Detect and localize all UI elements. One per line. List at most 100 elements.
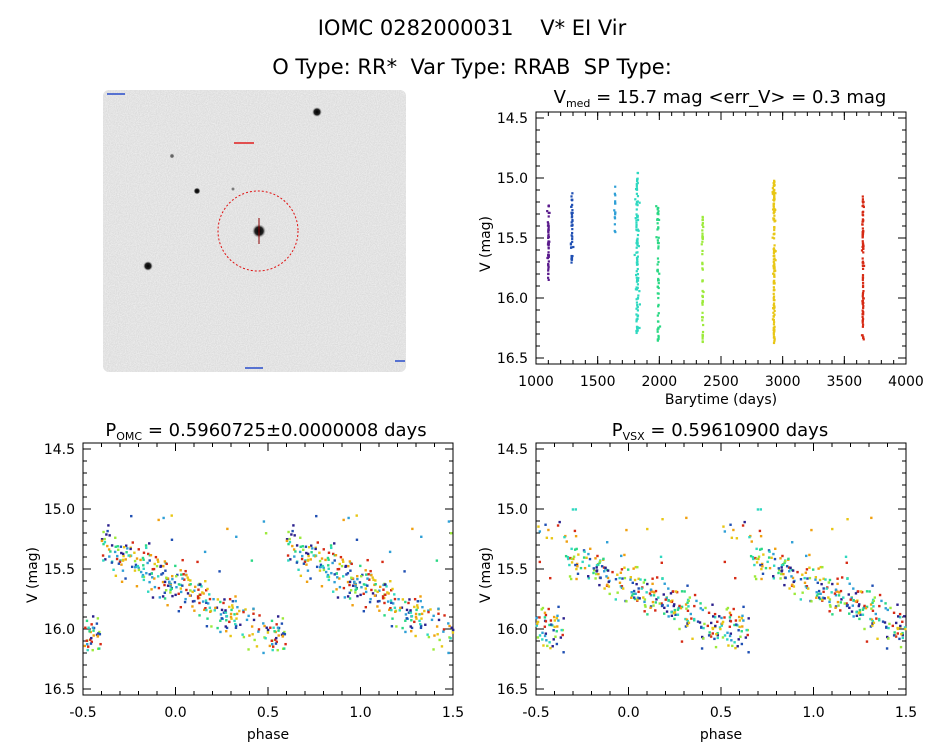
data-point <box>635 325 639 328</box>
data-point <box>821 565 824 569</box>
data-point <box>208 597 212 601</box>
data-point <box>547 262 550 266</box>
data-point <box>614 211 617 214</box>
data-point <box>665 610 669 613</box>
data-point <box>571 237 574 241</box>
data-point <box>239 623 242 626</box>
data-point <box>636 215 639 218</box>
data-point <box>757 557 760 561</box>
data-point <box>413 620 416 624</box>
data-point <box>747 651 750 654</box>
data-point <box>828 578 832 582</box>
data-point <box>250 559 254 562</box>
data-point <box>829 605 832 608</box>
data-point <box>546 644 549 648</box>
data-point <box>562 617 565 620</box>
data-point <box>753 563 756 567</box>
data-point <box>102 559 105 562</box>
data-point <box>607 585 611 588</box>
data-point <box>118 560 122 563</box>
data-point <box>810 600 813 603</box>
data-point <box>592 571 595 575</box>
data-point <box>169 582 172 586</box>
data-point <box>903 626 907 629</box>
data-point <box>337 567 341 571</box>
data-point <box>828 604 832 607</box>
data-point <box>636 286 639 289</box>
data-point <box>657 279 660 282</box>
data-point <box>657 320 660 323</box>
data-point <box>553 625 556 629</box>
data-point <box>423 609 426 613</box>
data-point <box>768 550 771 553</box>
chart-subtitle: O Type: RR* Var Type: RRAB SP Type: <box>272 55 672 79</box>
data-point <box>613 216 616 219</box>
data-point <box>636 565 639 569</box>
data-point <box>623 576 627 580</box>
data-point <box>236 605 239 609</box>
data-point <box>770 556 773 560</box>
data-point <box>253 638 256 642</box>
data-point <box>721 636 725 639</box>
data-point <box>871 619 874 623</box>
data-point <box>575 547 578 551</box>
data-point <box>90 636 93 640</box>
data-point <box>433 634 436 637</box>
data-point <box>862 251 865 254</box>
data-point <box>732 607 735 611</box>
data-point <box>673 617 676 621</box>
data-point <box>394 610 397 613</box>
data-point <box>335 572 339 575</box>
data-point <box>774 269 777 272</box>
y-tick-label: 15.5 <box>44 562 75 578</box>
data-point <box>773 183 776 186</box>
data-point <box>701 234 704 237</box>
data-point <box>212 597 215 601</box>
data-point <box>674 590 678 593</box>
data-point <box>164 569 167 572</box>
data-point <box>861 309 864 312</box>
data-point <box>315 514 318 518</box>
data-point <box>597 572 600 576</box>
data-point <box>575 562 579 566</box>
data-point <box>398 609 401 612</box>
data-point <box>89 638 92 641</box>
data-point <box>592 567 595 570</box>
x-tick-label: 0.0 <box>164 705 186 721</box>
data-point <box>269 626 272 629</box>
data-point <box>887 626 890 630</box>
data-point <box>201 600 205 603</box>
data-point <box>742 619 745 622</box>
data-point <box>338 562 341 566</box>
data-point <box>817 596 821 599</box>
data-point <box>208 593 211 596</box>
data-point <box>700 243 703 246</box>
data-point <box>102 530 105 534</box>
data-point <box>701 303 704 306</box>
data-point <box>701 268 704 271</box>
data-point <box>376 600 380 603</box>
data-point <box>739 635 742 638</box>
data-point <box>726 606 730 610</box>
data-point <box>772 211 776 214</box>
data-point <box>341 575 345 578</box>
data-point <box>426 633 429 636</box>
data-point <box>572 245 575 249</box>
data-point <box>304 545 308 548</box>
data-point <box>861 293 865 296</box>
data-point <box>404 613 408 616</box>
data-point <box>399 606 402 610</box>
data-point <box>565 540 568 543</box>
data-point <box>834 594 838 597</box>
data-point <box>416 600 420 603</box>
data-point <box>606 576 610 580</box>
data-point <box>281 617 285 620</box>
data-point <box>662 593 665 596</box>
data-point <box>656 257 660 260</box>
data-point <box>83 644 87 648</box>
data-point <box>773 338 776 341</box>
data-point <box>131 541 134 544</box>
data-point <box>595 566 598 569</box>
data-point <box>547 254 550 257</box>
data-point <box>896 632 899 635</box>
